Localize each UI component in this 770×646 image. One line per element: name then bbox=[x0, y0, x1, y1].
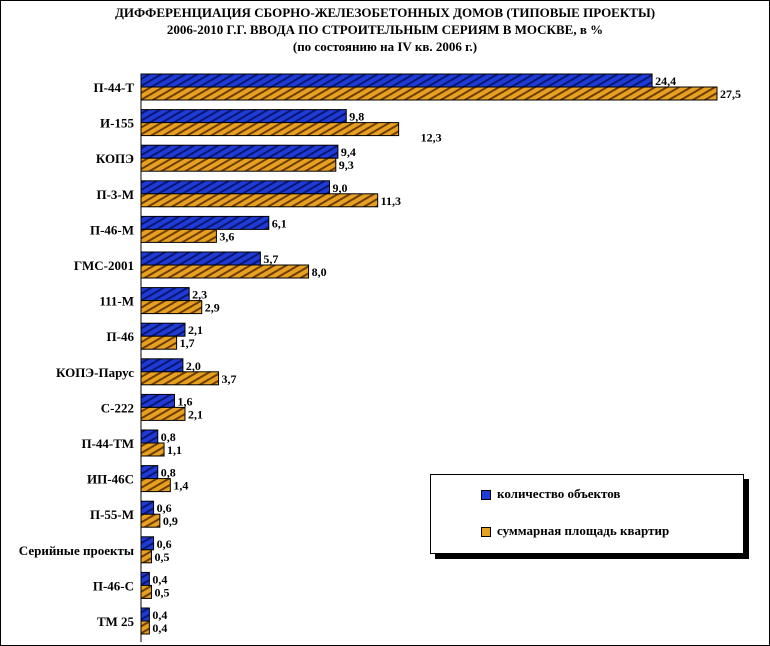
data-label-series-2: 2,1 bbox=[188, 407, 203, 421]
data-label-series-2: 0,9 bbox=[163, 514, 178, 528]
bars-layer bbox=[140, 73, 718, 635]
bar-series-1 bbox=[140, 73, 653, 88]
data-label-series-2: 3,7 bbox=[221, 372, 236, 386]
data-label-series-1: 0,6 bbox=[157, 501, 172, 515]
data-label-series-1: 0,8 bbox=[161, 466, 176, 480]
bar-series-1 bbox=[140, 251, 261, 266]
category-label: ИП-46С bbox=[87, 472, 134, 487]
data-label-series-1: 9,0 bbox=[333, 181, 348, 195]
data-label-series-1: 2,1 bbox=[188, 323, 203, 337]
bar-series-2 bbox=[140, 549, 152, 564]
bar-series-2 bbox=[140, 442, 165, 457]
category-label: С-222 bbox=[101, 400, 134, 415]
data-label-series-2: 27,5 bbox=[720, 87, 741, 101]
data-label-series-1: 0,4 bbox=[152, 572, 167, 586]
chart-title: ДИФФЕРЕНЦИАЦИЯ СБОРНО-ЖЕЛЕЗОБЕТОННЫХ ДОМ… bbox=[0, 4, 770, 55]
category-label: ГМС-2001 bbox=[74, 258, 134, 273]
data-label-series-1: 6,1 bbox=[272, 216, 287, 230]
data-label-series-2: 3,6 bbox=[219, 229, 234, 243]
data-label-series-2: 0,5 bbox=[154, 585, 169, 599]
bar-series-2 bbox=[140, 300, 203, 315]
title-line-2: 2006-2010 Г.Г. ВВОДА ПО СТРОИТЕЛЬНЫМ СЕР… bbox=[166, 22, 604, 37]
bar-series-2 bbox=[140, 371, 219, 386]
legend-label-series-2: суммарная площадь квартир bbox=[497, 523, 670, 538]
category-label: КОПЭ bbox=[96, 151, 134, 166]
category-label: П-55-М bbox=[90, 507, 134, 522]
data-label-series-1: 5,7 bbox=[263, 252, 278, 266]
bar-series-2 bbox=[140, 335, 178, 350]
category-label: 111-М bbox=[99, 294, 134, 309]
bar-series-1 bbox=[140, 322, 186, 337]
bar-series-2 bbox=[140, 584, 152, 599]
bar-series-2 bbox=[140, 157, 337, 172]
bar-series-1 bbox=[140, 180, 331, 195]
bar-series-1 bbox=[140, 429, 159, 444]
title-line-1: ДИФФЕРЕНЦИАЦИЯ СБОРНО-ЖЕЛЕЗОБЕТОННЫХ ДОМ… bbox=[114, 5, 656, 20]
data-label-series-1: 9,8 bbox=[349, 110, 364, 124]
data-label-series-1: 2,0 bbox=[186, 359, 201, 373]
bar-series-2 bbox=[140, 264, 310, 279]
category-label: Серийные проекты bbox=[19, 543, 134, 558]
bar-series-2 bbox=[140, 122, 400, 137]
data-label-series-2: 0,5 bbox=[154, 550, 169, 564]
bar-series-1 bbox=[140, 393, 176, 408]
category-label: П-46-М bbox=[90, 222, 134, 237]
category-label: П-44-ТМ bbox=[81, 436, 134, 451]
data-label-series-2: 1,4 bbox=[173, 479, 188, 493]
bar-series-1 bbox=[140, 287, 190, 302]
legend-item-series-2: суммарная площадь квартир bbox=[481, 523, 670, 538]
bar-series-2 bbox=[140, 406, 186, 421]
category-label: ТМ 25 bbox=[97, 614, 135, 629]
bar-series-1 bbox=[140, 109, 347, 124]
bar-series-2 bbox=[140, 620, 150, 635]
bar-series-1 bbox=[140, 536, 155, 551]
title-line-3: (по состоянию на IV кв. 2006 г.) bbox=[292, 39, 478, 54]
legend-label-series-1: количество объектов bbox=[497, 486, 621, 501]
bar-series-1 bbox=[140, 358, 184, 373]
legend-swatch-series-1 bbox=[481, 490, 491, 501]
category-label: П-3-М bbox=[96, 187, 134, 202]
category-label: КОПЭ-Парус bbox=[56, 365, 134, 380]
data-label-series-1: 0,8 bbox=[161, 430, 176, 444]
bar-series-1 bbox=[140, 607, 150, 622]
bar-series-1 bbox=[140, 144, 339, 159]
category-label: П-44-Т bbox=[94, 80, 135, 95]
category-label: П-46-С bbox=[93, 578, 134, 593]
data-label-series-1: 24,4 bbox=[655, 74, 676, 88]
data-label-series-2: 11,3 bbox=[381, 194, 401, 208]
bar-series-1 bbox=[140, 500, 155, 515]
data-label-series-1: 1,6 bbox=[178, 394, 193, 408]
bar-series-1 bbox=[140, 571, 150, 586]
legend-swatch-series-2 bbox=[481, 527, 491, 538]
bar-series-2 bbox=[140, 193, 379, 208]
data-label-series-2: 12,3 bbox=[421, 131, 442, 145]
data-label-series-2: 0,4 bbox=[152, 621, 167, 635]
bar-series-1 bbox=[140, 215, 270, 230]
legend: количество объектов суммарная площадь кв… bbox=[430, 474, 744, 554]
bar-series-2 bbox=[140, 513, 161, 528]
data-label-series-2: 8,0 bbox=[312, 265, 327, 279]
labels-layer: П-44-Т 24,4 27,5 И-155 9,8 12,3 КОПЭ 9,49,3 П-3-… bbox=[19, 74, 741, 635]
category-label: И-155 bbox=[100, 116, 134, 131]
data-label-series-1: 0,4 bbox=[152, 608, 167, 622]
data-label-series-1: 0,6 bbox=[157, 537, 172, 551]
data-label-series-1: 9,4 bbox=[341, 145, 356, 159]
bar-series-2 bbox=[140, 228, 217, 243]
legend-item-series-1: количество объектов bbox=[481, 486, 621, 501]
data-label-series-1: 2,3 bbox=[192, 288, 207, 302]
data-label-series-2: 2,9 bbox=[205, 301, 220, 315]
category-label: П-46 bbox=[107, 329, 135, 344]
bar-series-1 bbox=[140, 465, 159, 480]
data-label-series-2: 1,1 bbox=[167, 443, 182, 457]
data-label-series-2: 9,3 bbox=[339, 158, 354, 172]
bar-series-2 bbox=[140, 478, 171, 493]
data-label-series-2: 1,7 bbox=[180, 336, 195, 350]
bar-series-2 bbox=[140, 86, 718, 101]
